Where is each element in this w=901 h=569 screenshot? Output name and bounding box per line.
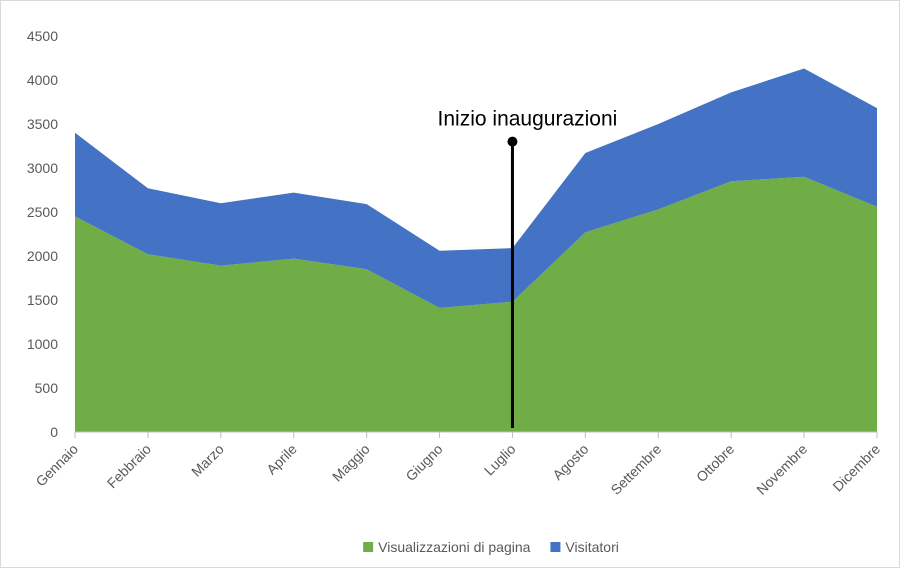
annotation-dot [507,136,518,147]
legend-label: Visitatori [565,539,618,555]
y-tick-label: 3500 [27,116,58,132]
y-tick-label: 3000 [27,160,58,176]
y-tick-label: 1000 [27,336,58,352]
legend-label: Visualizzazioni di pagina [378,539,530,555]
annotation-text: Inizio inaugurazioni [438,108,618,131]
legend: Visualizzazioni di pagina Visitatori [363,539,619,555]
y-tick-label: 0 [50,424,58,440]
y-tick-label: 4500 [27,28,58,44]
area [75,176,877,432]
legend-swatch [550,542,561,552]
y-tick-label: 500 [35,380,59,396]
area [75,68,877,308]
y-tick-label: 2500 [27,204,58,220]
legend-swatch [363,542,374,552]
y-tick-label: 1500 [27,292,58,308]
y-tick-label: 4000 [27,72,58,88]
y-tick-label: 2000 [27,248,58,264]
